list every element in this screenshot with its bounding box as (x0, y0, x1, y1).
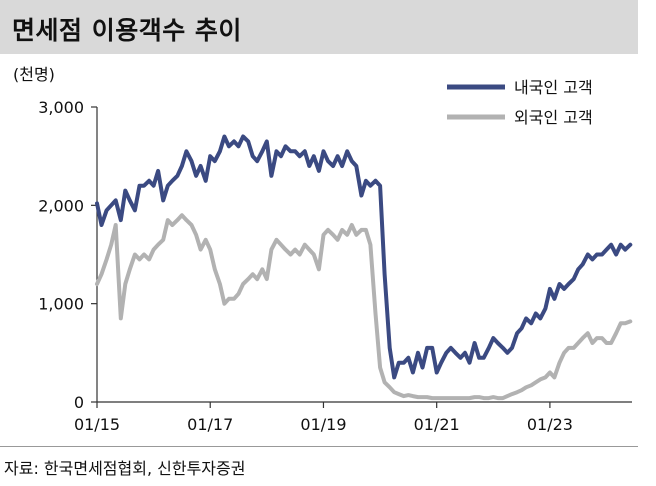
y-axis: 0 1,000 2,000 3,000 (38, 98, 98, 412)
title-bar: 면세점 이용객수 추이 (0, 0, 638, 54)
y-axis-unit-label: (천명) (13, 65, 55, 84)
source-note: 자료: 한국면세점협회, 신한투자증권 (4, 459, 246, 478)
x-axis: 01/15 01/17 01/19 01/21 01/23 (74, 401, 632, 434)
x-tick-label: 01/23 (527, 415, 573, 434)
y-tick-label: 2,000 (38, 196, 84, 215)
x-tick-label: 01/21 (414, 415, 460, 434)
x-tick-label: 01/17 (187, 415, 233, 434)
y-tick-label: 1,000 (38, 295, 84, 314)
series-line-foreign (95, 213, 633, 401)
chart-title: 면세점 이용객수 추이 (12, 16, 242, 45)
x-tick-label: 01/15 (74, 415, 120, 434)
y-tick-label: 3,000 (38, 98, 84, 117)
series-layer (95, 134, 633, 401)
legend-label-domestic: 내국인 고객 (514, 78, 593, 97)
series-line-domestic (95, 134, 633, 380)
y-tick-label: 0 (74, 393, 84, 412)
x-tick-label: 01/19 (300, 415, 346, 434)
source-divider (0, 446, 638, 447)
legend-label-foreign: 외국인 고객 (514, 108, 593, 127)
